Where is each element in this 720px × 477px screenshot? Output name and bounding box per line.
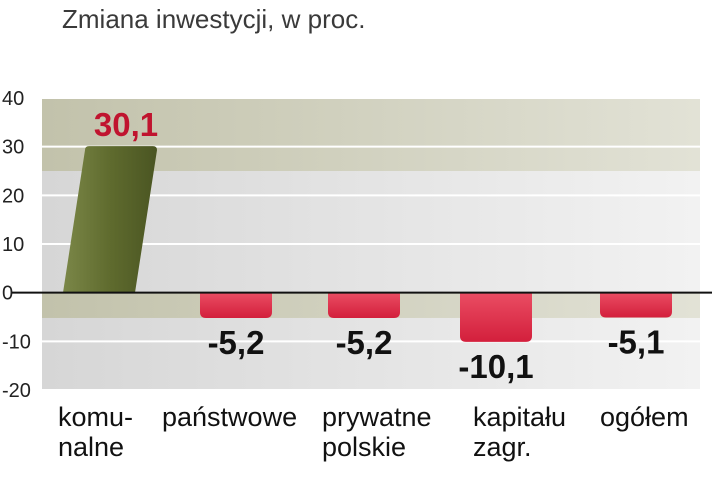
bar [600, 292, 672, 318]
category-label: komu- [58, 402, 133, 432]
bar [460, 292, 532, 342]
category-label: polskie [322, 432, 406, 462]
y-tick-label: -20 [2, 380, 31, 402]
data-label: -5,1 [608, 323, 665, 360]
data-label: -10,1 [458, 348, 533, 385]
bar [63, 146, 157, 293]
y-axis-ticks: 40 30 20 10 0 -10 -20 [2, 88, 31, 402]
category-label: zagr. [473, 432, 532, 462]
y-tick-label: 40 [2, 88, 24, 110]
data-label: 30,1 [94, 106, 158, 143]
y-tick-label: 0 [2, 283, 13, 305]
category-label: kapitału [473, 402, 566, 432]
category-label: ogółem [600, 402, 689, 432]
y-tick-label: 20 [2, 185, 24, 207]
data-label: -5,2 [336, 324, 393, 361]
chart-title: Zmiana inwestycji, w proc. [62, 4, 365, 34]
bar [200, 292, 272, 318]
y-tick-label: 30 [2, 137, 24, 159]
data-labels: 30,1 -5,2 -5,2 -10,1 -5,1 [94, 106, 665, 385]
category-label: prywatne [322, 402, 432, 432]
y-tick-label: -10 [2, 331, 31, 353]
category-label: nalne [58, 432, 124, 462]
y-tick-label: 10 [2, 234, 24, 256]
data-label: -5,2 [208, 324, 265, 361]
bar [328, 292, 400, 318]
bars [63, 146, 672, 342]
category-label: państwowe [162, 402, 297, 432]
